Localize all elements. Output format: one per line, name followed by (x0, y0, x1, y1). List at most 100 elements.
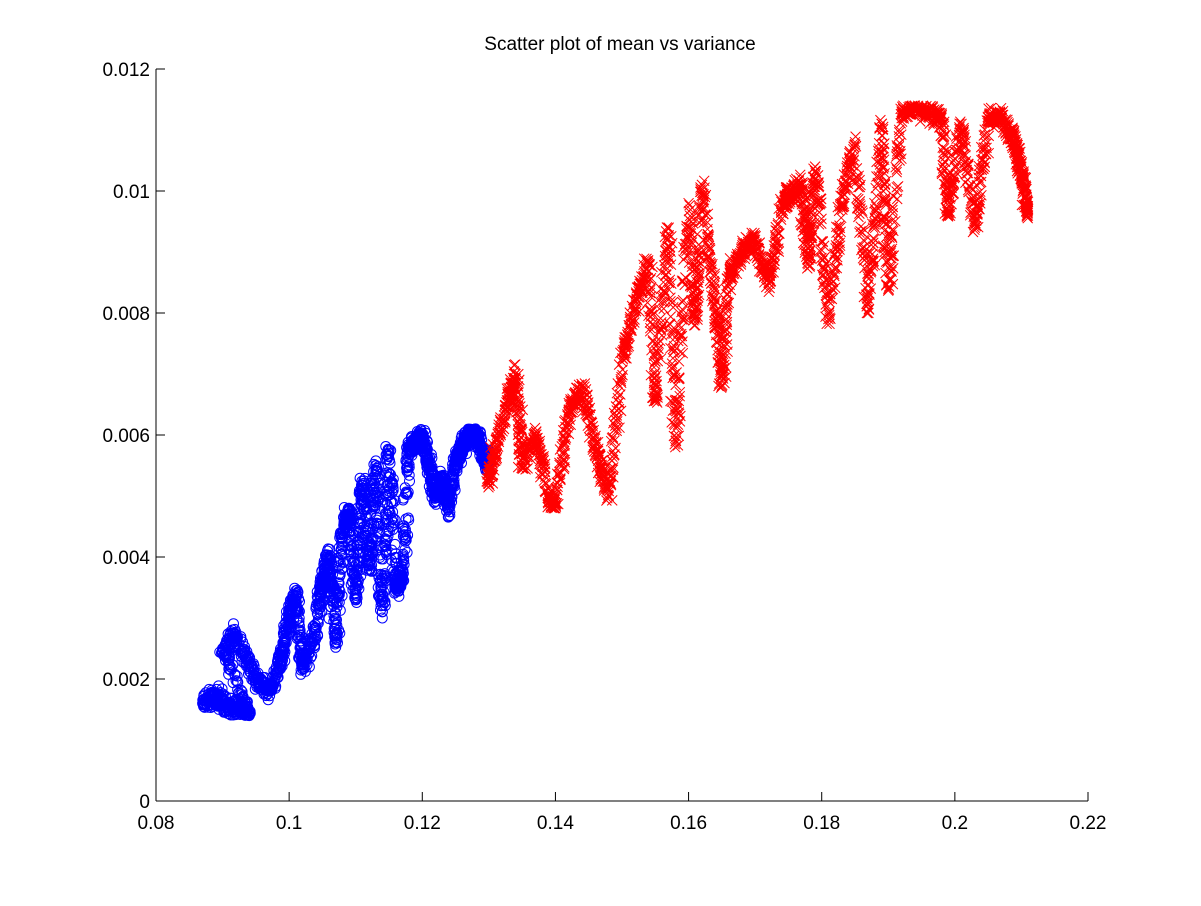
scatter-point (835, 212, 847, 224)
scatter-point (330, 636, 342, 648)
scatter-point (370, 497, 382, 509)
scatter-point (443, 502, 455, 514)
scatter-point (385, 521, 397, 532)
scatter-point (511, 406, 522, 418)
scatter-point (509, 377, 520, 389)
scatter-point (402, 486, 414, 498)
scatter-point (263, 685, 275, 697)
scatter-point (403, 514, 415, 526)
scatter-point (241, 646, 253, 657)
scatter-point (516, 424, 528, 436)
scatter-point (310, 600, 322, 612)
scatter-point (403, 461, 415, 473)
scatter-point (550, 482, 562, 494)
scatter-point (322, 563, 334, 575)
scatter-point (456, 441, 468, 453)
scatter-point (556, 452, 568, 464)
scatter-point (298, 662, 310, 674)
scatter-point (343, 502, 355, 514)
scatter-point (372, 486, 383, 498)
scatter-point (415, 431, 426, 443)
series-1 (197, 423, 495, 722)
scatter-point (551, 484, 563, 496)
scatter-point (512, 376, 524, 387)
scatter-point (390, 582, 402, 593)
scatter-point (372, 518, 384, 530)
scatter-point (344, 508, 355, 519)
scatter-point (351, 565, 363, 576)
scatter-point (334, 571, 345, 582)
scatter-point (329, 608, 341, 619)
scatter-point (375, 588, 387, 600)
scatter-point (367, 501, 379, 513)
scatter-point (472, 426, 484, 438)
scatter-point (393, 575, 405, 587)
scatter-point (240, 656, 252, 668)
scatter-point (402, 529, 414, 541)
scatter-point (217, 643, 229, 654)
scatter-point (721, 289, 732, 300)
scatter-point (442, 511, 454, 523)
scatter-point (278, 643, 290, 655)
scatter-point (322, 560, 334, 572)
scatter-point (380, 544, 392, 556)
scatter-point (396, 569, 408, 581)
scatter-point (250, 673, 262, 685)
scatter-point (383, 471, 395, 483)
scatter-point (333, 624, 345, 636)
scatter-point (313, 598, 324, 610)
scatter-point (210, 691, 222, 703)
scatter-point (492, 434, 504, 446)
scatter-point (277, 646, 289, 658)
scatter-point (270, 668, 282, 680)
scatter-point (302, 635, 314, 646)
scatter-point (310, 624, 322, 636)
scatter-point (397, 548, 409, 560)
scatter-point (494, 425, 505, 437)
scatter-point (538, 451, 549, 462)
scatter-point (484, 480, 495, 492)
scatter-point (487, 455, 499, 466)
scatter-point (486, 455, 498, 466)
scatter-point (493, 430, 505, 441)
scatter-point (853, 211, 864, 223)
chart-title: Scatter plot of mean vs variance (484, 34, 756, 55)
scatter-point (396, 565, 408, 576)
scatter-point (550, 502, 561, 514)
scatter-point (539, 461, 550, 473)
scatter-point (534, 449, 546, 460)
scatter-point (389, 538, 401, 550)
scatter-point (606, 495, 618, 506)
scatter-point (395, 556, 407, 568)
scatter-point (537, 467, 548, 479)
scatter-point (313, 613, 324, 625)
scatter-point (483, 464, 495, 476)
scatter-point (331, 586, 342, 598)
scatter-point (297, 661, 308, 673)
scatter-point (950, 162, 962, 174)
scatter-point (277, 649, 288, 661)
scatter-point (238, 698, 250, 710)
scatter-point (510, 368, 521, 380)
scatter-point (560, 433, 571, 445)
scatter-point (385, 445, 397, 456)
scatter-point (271, 669, 283, 681)
scatter-point (355, 486, 366, 498)
scatter-point (235, 684, 247, 696)
scatter-point (558, 416, 570, 427)
scatter-point (487, 469, 498, 481)
scatter-point (558, 431, 570, 442)
scatter-point (377, 599, 389, 611)
scatter-point (309, 619, 321, 631)
scatter-point (370, 466, 382, 477)
scatter-point (513, 425, 525, 437)
scatter-point (487, 478, 499, 489)
scatter-point (362, 545, 373, 557)
scatter-point (231, 631, 243, 643)
scatter-point (197, 697, 209, 709)
scatter-point (278, 637, 290, 649)
scatter-point (421, 458, 432, 470)
scatter-point (444, 510, 456, 521)
scatter-point (563, 428, 575, 440)
